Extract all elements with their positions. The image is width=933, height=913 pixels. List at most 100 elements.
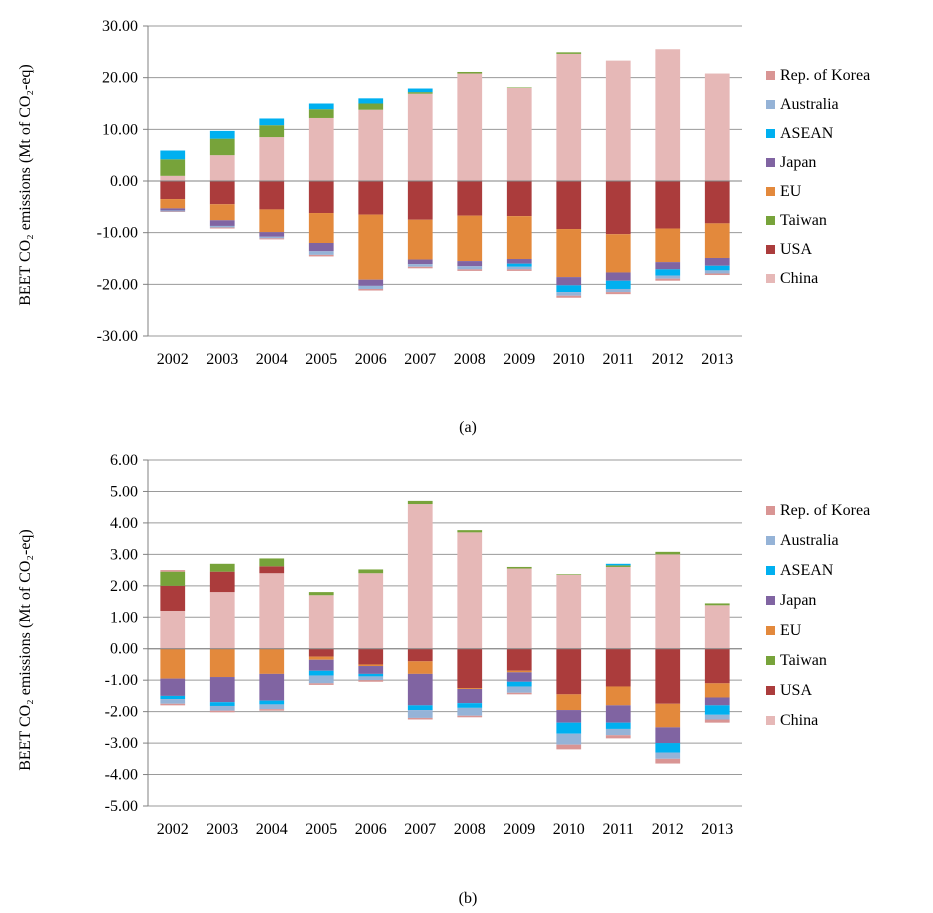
bar-australia-2004 [259, 236, 285, 239]
y-tick-label: 30.00 [102, 18, 138, 35]
legend-swatch [766, 506, 775, 515]
x-tick-label: 2008 [454, 821, 486, 838]
y-tick-label: 0.00 [110, 173, 138, 190]
bar-rep-of-korea-2010 [556, 744, 582, 750]
bar-rep-of-korea-2009 [506, 269, 532, 271]
bar-eu-2004 [259, 648, 285, 674]
bar-eu-2002 [160, 648, 186, 679]
legend-swatch [766, 158, 775, 167]
legend-label: Australia [780, 532, 839, 549]
bar-eu-2006 [358, 664, 384, 667]
chart-b: 6.00 5.00 4.00 3.00 2.00 1.00 0.00 -1.00 -2.00 -3… [17, 452, 870, 907]
bar-australia-2009 [506, 686, 532, 693]
bar-usa-2006 [358, 181, 384, 215]
bar-usa-2011 [605, 181, 631, 235]
bar-australia-2007 [407, 264, 433, 267]
legend-swatch [766, 71, 775, 80]
bar-asean-2004 [259, 118, 285, 126]
bar-asean-2005 [308, 103, 334, 110]
bar-usa-2007 [407, 181, 433, 220]
bar-usa-2013 [704, 181, 730, 224]
bar-australia-2005 [308, 251, 334, 255]
bar-usa-2002 [160, 585, 186, 611]
x-tick-label: 2006 [355, 821, 387, 838]
y-tick-label: 10.00 [102, 121, 138, 138]
bar-china-2006 [358, 573, 384, 649]
y-tick-label: -5.00 [105, 798, 138, 815]
chart-a: 30.00 20.00 10.00 0.00 -10.00 -20.00 -30.00 20… [17, 18, 870, 436]
legend-swatch [766, 656, 775, 665]
x-tick-label: 2007 [404, 821, 436, 838]
bar-asean-2013 [704, 705, 730, 715]
bar-usa-2007 [407, 648, 433, 662]
bar-china-2011 [605, 566, 631, 649]
bar-taiwan-2009 [506, 87, 532, 88]
bar-japan-2011 [605, 705, 631, 723]
legend-label: Japan [780, 592, 816, 609]
bar-usa-2012 [655, 181, 681, 229]
bar-usa-2005 [308, 648, 334, 657]
legend-swatch [766, 566, 775, 575]
bar-asean-2006 [358, 673, 384, 677]
bar-taiwan-2008 [457, 530, 483, 533]
bar-china-2013 [704, 73, 730, 181]
bar-usa-2008 [457, 648, 483, 689]
bar-rep-of-korea-2013 [704, 719, 730, 723]
y-axis: 30.00 20.00 10.00 0.00 -10.00 -20.00 -30.00 [97, 18, 149, 345]
bar-asean-2009 [506, 681, 532, 687]
bar-japan-2006 [358, 666, 384, 674]
bar-taiwan-2002 [160, 571, 186, 586]
y-tick-label: -4.00 [105, 767, 138, 784]
bar-rep-of-korea-2012 [655, 278, 681, 281]
bar-asean-2008 [457, 703, 483, 708]
x-tick-label: 2012 [652, 351, 684, 368]
bar-rep-of-korea-2007 [407, 266, 433, 269]
bar-asean-2010 [556, 285, 582, 293]
bar-eu-2006 [358, 214, 384, 280]
bar-rep-of-korea-2007 [407, 717, 433, 720]
y-tick-label: -1.00 [105, 672, 138, 689]
x-tick-label: 2013 [701, 821, 733, 838]
bar-rep-of-korea-2005 [308, 683, 334, 685]
bar-australia-2013 [704, 270, 730, 274]
bar-taiwan-2004 [259, 125, 285, 138]
bar-rep-of-korea-2005 [308, 254, 334, 257]
bar-asean-2011 [605, 280, 631, 289]
bar-taiwan-2005 [308, 109, 334, 118]
bar-japan-2002 [160, 208, 186, 211]
bar-rep-of-korea-2003 [209, 710, 235, 713]
bar-eu-2009 [506, 216, 532, 260]
bar-china-2009 [506, 88, 532, 181]
y-tick-label: 0.00 [110, 641, 138, 658]
bar-rep-of-korea-2002 [160, 570, 186, 572]
bar-australia-2009 [506, 266, 532, 270]
y-tick-label: -10.00 [97, 225, 138, 242]
bar-australia-2006 [358, 676, 384, 681]
bar-rep-of-korea-2006 [358, 288, 384, 291]
x-tick-label: 2011 [603, 821, 634, 838]
y-tick-label: 3.00 [110, 546, 138, 563]
legend-label: Taiwan [780, 212, 827, 229]
bar-australia-2010 [556, 292, 582, 296]
x-tick-label: 2009 [503, 821, 535, 838]
y-axis: 6.00 5.00 4.00 3.00 2.00 1.00 0.00 -1.00 -2.00 -3… [105, 452, 149, 815]
legend-swatch [766, 100, 775, 109]
bar-eu-2009 [506, 670, 532, 673]
bar-rep-of-korea-2002 [160, 703, 186, 706]
bar-australia-2002 [160, 699, 186, 704]
bar-taiwan-2003 [209, 563, 235, 572]
bar-rep-of-korea-2009 [506, 692, 532, 695]
bar-japan-2002 [160, 678, 186, 696]
bar-china-2003 [209, 155, 235, 181]
bar-japan-2004 [259, 232, 285, 237]
bar-china-2004 [259, 137, 285, 181]
legend-swatch [766, 536, 775, 545]
bar-taiwan-2008 [457, 71, 483, 74]
x-tick-label: 2008 [454, 351, 486, 368]
bar-eu-2010 [556, 229, 582, 278]
bar-china-2006 [358, 109, 384, 181]
bar-australia-2008 [457, 707, 483, 716]
legend-swatch [766, 216, 775, 225]
bar-asean-2007 [407, 705, 433, 711]
x-tick-label: 2007 [404, 351, 436, 368]
